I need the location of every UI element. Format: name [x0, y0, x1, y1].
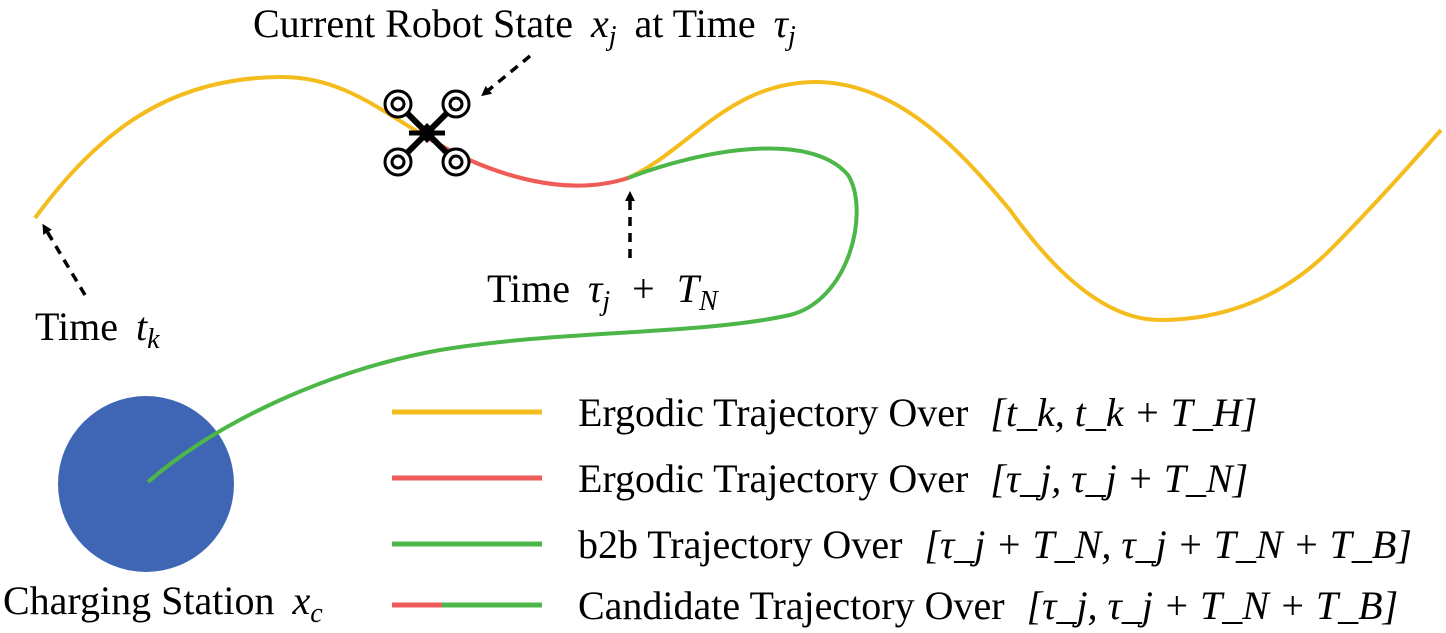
- legend-entry-candidate: Candidate Trajectory Over [τ_j, τ_j + T_…: [578, 583, 1398, 628]
- time-tk-label: Time tk: [35, 304, 160, 355]
- current-state-label: Current Robot State xj at Time τj: [253, 1, 796, 54]
- charging-station-label: Charging Station xc: [3, 578, 323, 629]
- time-tk-arrow: [42, 223, 87, 296]
- legend-entry-segment: Ergodic Trajectory Over [τ_j, τ_j + T_N]: [578, 456, 1248, 501]
- drone-icon: [383, 89, 471, 177]
- legend-entry-ergodic: Ergodic Trajectory Over [t_k, t_k + T_H]: [578, 390, 1257, 435]
- ergodic-segment-line: [426, 136, 629, 188]
- legend-entry-b2b: b2b Trajectory Over [τ_j + T_N, τ_j + T_…: [578, 522, 1412, 567]
- time-tau-label: Time τj + TN: [487, 266, 719, 319]
- b2b-trajectory-line: [146, 146, 859, 484]
- ergodic-trajectory-line: [33, 74, 1443, 323]
- charging-station-circle: [58, 396, 234, 572]
- current-state-arrow: [481, 54, 532, 97]
- legend: Ergodic Trajectory Over [t_k, t_k + T_H]…: [392, 390, 1412, 628]
